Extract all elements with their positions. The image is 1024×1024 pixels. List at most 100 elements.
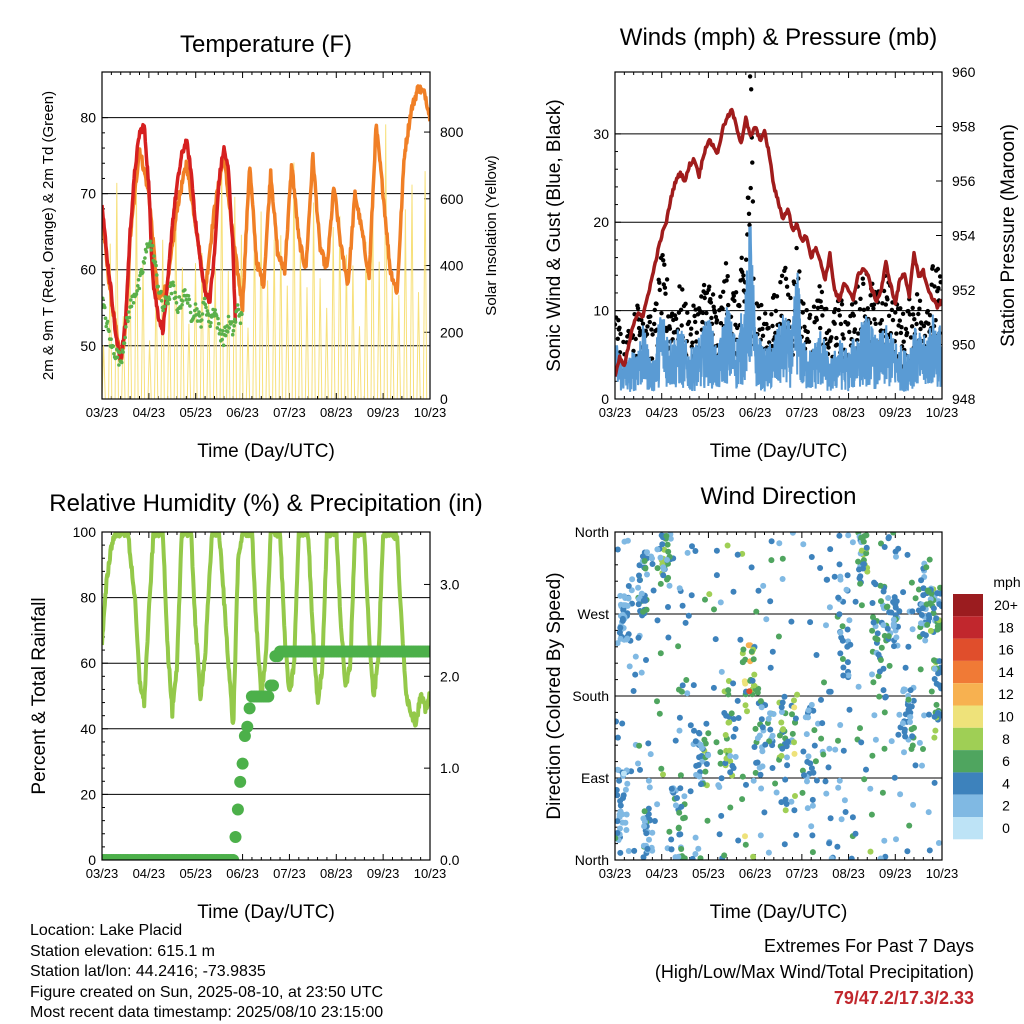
direction-point xyxy=(837,629,844,636)
gust-point xyxy=(721,289,726,294)
gust-point xyxy=(904,330,910,336)
direction-point xyxy=(837,573,844,580)
gust-point xyxy=(778,280,783,285)
direction-point xyxy=(858,534,865,541)
direction-point xyxy=(676,809,683,816)
dewpoint-point xyxy=(123,335,127,340)
gust-point xyxy=(709,315,714,321)
plot-area xyxy=(102,532,430,860)
direction-point xyxy=(882,853,889,860)
dewpoint-point xyxy=(119,360,124,365)
gust-point xyxy=(872,317,877,322)
direction-point xyxy=(782,776,789,783)
colorbar-swatch xyxy=(953,750,983,773)
temp-2m-line xyxy=(102,122,238,363)
direction-point xyxy=(695,762,702,768)
direction-point xyxy=(753,608,760,615)
dewpoint-point xyxy=(197,310,201,314)
dewpoint-point xyxy=(159,289,163,294)
gust-point xyxy=(894,331,899,336)
direction-point xyxy=(667,535,674,542)
y-tick-label: 20 xyxy=(593,214,609,230)
y-right-tick-label: 1.0 xyxy=(440,760,460,776)
direction-point xyxy=(808,554,815,560)
direction-point xyxy=(703,761,710,767)
gust-point xyxy=(820,313,825,318)
direction-point xyxy=(641,808,648,815)
direction-point xyxy=(867,785,874,792)
plot-area xyxy=(102,84,430,399)
y-right-tick-label: 960 xyxy=(952,64,976,80)
direction-point xyxy=(734,551,741,558)
y-tick-label: 30 xyxy=(593,126,609,142)
direction-point xyxy=(896,608,903,615)
direction-point xyxy=(641,558,648,564)
direction-point xyxy=(742,841,749,848)
direction-point xyxy=(718,668,725,675)
direction-point xyxy=(713,572,720,579)
dewpoint-point xyxy=(232,324,236,328)
gust-point xyxy=(853,300,858,305)
gust-point xyxy=(788,295,793,301)
gust-point xyxy=(773,308,779,314)
direction-point xyxy=(636,742,643,749)
direction-point xyxy=(658,765,665,772)
dewpoint-point xyxy=(136,278,141,282)
direction-point xyxy=(757,771,764,778)
direction-point xyxy=(893,553,899,560)
direction-point xyxy=(821,679,827,686)
y-right-tick-label: 600 xyxy=(440,191,464,207)
dewpoint-point xyxy=(102,296,105,301)
direction-point xyxy=(758,785,765,792)
gust-point xyxy=(746,195,751,200)
direction-point xyxy=(849,814,856,821)
x-tick-label: 03/23 xyxy=(599,866,632,881)
gust-point xyxy=(662,285,668,290)
direction-point xyxy=(924,621,931,628)
humidity-precip-panel: 0 20 40 60 80 100 03/23 04/23 05/23 06/23 07/23 08/… xyxy=(29,490,483,923)
direction-point xyxy=(870,614,876,621)
direction-point xyxy=(788,798,795,805)
colorbar-swatch xyxy=(953,794,983,817)
gust-point xyxy=(879,318,884,323)
direction-point xyxy=(617,624,624,631)
chart-title: Wind Direction xyxy=(700,483,856,510)
direction-point xyxy=(649,561,656,567)
direction-point xyxy=(642,597,649,604)
direction-point xyxy=(872,635,879,642)
direction-point xyxy=(826,745,833,752)
dewpoint-point xyxy=(238,321,243,326)
gust-point xyxy=(783,276,789,281)
dewpoint-point xyxy=(202,296,207,301)
direction-point xyxy=(759,763,766,770)
direction-point xyxy=(752,769,759,776)
direction-point xyxy=(856,566,862,573)
y-right-tick-label: 400 xyxy=(440,258,464,274)
direction-point xyxy=(697,855,704,860)
gust-point xyxy=(901,339,906,344)
direction-point xyxy=(619,811,626,818)
gust-point xyxy=(643,328,648,333)
direction-point xyxy=(874,630,881,637)
y-tick-label: 80 xyxy=(80,110,96,126)
dewpoint-point xyxy=(159,299,164,303)
direction-point xyxy=(638,590,645,597)
colorbar-label: 6 xyxy=(1002,753,1010,769)
dewpoint-point xyxy=(112,352,116,356)
direction-point xyxy=(748,564,755,571)
direction-point xyxy=(735,837,742,844)
direction-point xyxy=(692,548,699,554)
gust-point xyxy=(883,302,888,307)
gust-point xyxy=(732,298,737,303)
x-tick-label: 08/23 xyxy=(320,405,353,420)
x-tick-label: 03/23 xyxy=(599,405,632,420)
y-axis-title: Sonic Wind & Gust (Blue, Black) xyxy=(544,99,565,371)
direction-point xyxy=(784,762,791,769)
dewpoint-point xyxy=(167,297,172,302)
direction-point xyxy=(827,546,834,553)
x-tick-label: 06/23 xyxy=(739,866,772,881)
direction-point xyxy=(635,760,641,767)
direction-point xyxy=(819,720,826,727)
direction-point xyxy=(908,579,915,586)
dewpoint-point xyxy=(197,314,202,318)
